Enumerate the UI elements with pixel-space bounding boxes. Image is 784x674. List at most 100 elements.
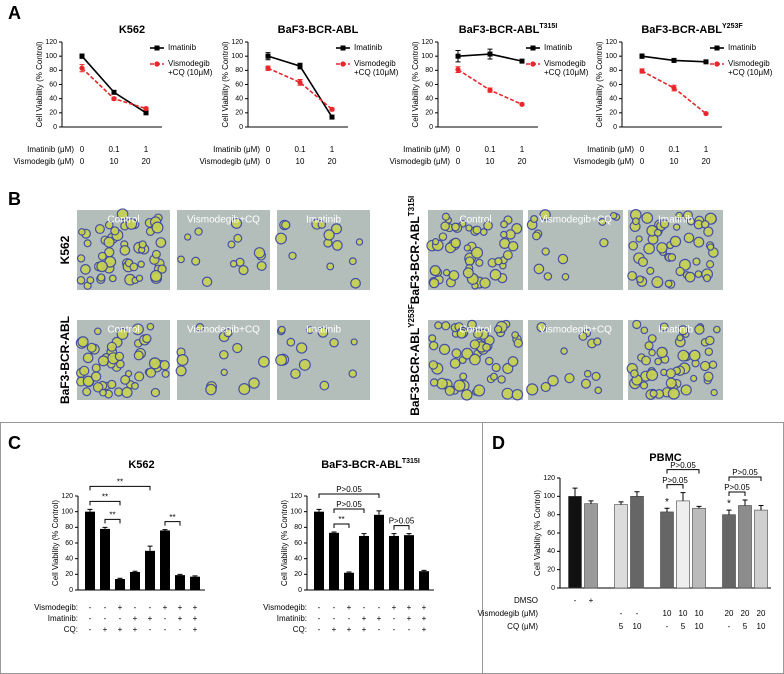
cell (107, 379, 117, 390)
cell (94, 224, 105, 235)
cell (593, 337, 602, 346)
cell (77, 336, 89, 348)
x-row-label: Imatinib (μM) (27, 145, 74, 154)
x-tick-label: - (348, 614, 351, 623)
cell (441, 212, 451, 221)
cell (627, 270, 638, 281)
chart-title: BaF3-BCR-ABLY253F (641, 23, 743, 36)
significance-label: P>0.05 (732, 468, 758, 477)
x-tick-label: - (574, 596, 577, 605)
micrograph-label: Control (459, 215, 491, 226)
cell (511, 331, 519, 339)
x-tick-label: - (134, 603, 137, 612)
x-tick-label: 1 (704, 145, 709, 154)
cell (438, 232, 448, 242)
point (671, 57, 677, 63)
legend-label: Imatinib (544, 43, 573, 52)
cell (463, 244, 472, 252)
cell (121, 386, 133, 399)
y-tick-label: 120 (605, 39, 617, 46)
cell (465, 224, 473, 232)
bar (329, 532, 339, 590)
cell (205, 383, 217, 396)
error-bar (664, 507, 670, 512)
x-tick-label: + (392, 603, 397, 612)
cell (677, 349, 690, 362)
y-tick-label: 0 (53, 124, 57, 131)
significance-bracket (318, 493, 380, 499)
y-axis-label: Cell Viability (% Control) (221, 41, 230, 127)
cell (110, 226, 120, 236)
cell (76, 275, 86, 285)
cell (680, 384, 692, 396)
micrograph-label: Control (459, 325, 491, 336)
cell (669, 235, 682, 248)
cell (429, 265, 441, 277)
bar (419, 571, 429, 590)
error-bar (696, 505, 702, 509)
cell (684, 271, 696, 283)
cell (129, 262, 139, 272)
y-tick-label: 120 (45, 39, 57, 46)
point (671, 85, 677, 91)
legend-marker (530, 45, 536, 51)
cell (705, 335, 715, 346)
cell (148, 357, 162, 370)
cell (429, 341, 439, 351)
cell (636, 275, 644, 284)
x-tick-label: 10 (679, 609, 688, 618)
y-axis-label: Cell Viability (% Control) (533, 490, 542, 576)
significance-label: ** (338, 515, 344, 524)
significance-label: P>0.05 (336, 485, 362, 494)
x-tick-label: 0 (266, 157, 271, 166)
cell (86, 276, 95, 285)
legend-marker (340, 61, 346, 67)
x-tick-label: 5 (681, 622, 686, 631)
bar (692, 507, 706, 589)
micrograph-label: Imatinib (658, 325, 693, 336)
x-tick-label: 5 (619, 622, 624, 631)
bar (389, 535, 399, 590)
cell (712, 325, 721, 334)
cell (653, 228, 662, 237)
x-tick-label: 10 (757, 622, 766, 631)
y-tick-label: 20 (425, 110, 433, 117)
x-tick-label: - (666, 622, 669, 631)
cell (475, 258, 484, 267)
cell (557, 253, 569, 265)
cell (456, 328, 467, 339)
y-tick-label: 40 (547, 548, 555, 555)
point (143, 110, 149, 116)
cell (493, 325, 503, 334)
cell (667, 253, 677, 262)
cell (258, 355, 270, 368)
y-tick-label: 20 (609, 110, 617, 117)
y-tick-label: 120 (290, 493, 302, 500)
point (297, 79, 303, 85)
cell (108, 274, 117, 283)
point (487, 51, 493, 57)
legend-marker (530, 61, 536, 67)
y-tick-label: 80 (547, 512, 555, 519)
y-tick-label: 40 (425, 96, 433, 103)
cell (219, 349, 229, 360)
legend-label: Vismodegib +CQ (10μM) (728, 59, 773, 77)
x-tick-label: - (104, 614, 107, 623)
cell (536, 321, 547, 333)
cell (116, 327, 129, 340)
cell (530, 215, 539, 223)
bar (314, 511, 324, 590)
cell (472, 225, 482, 235)
bar (614, 504, 628, 589)
x-tick-label: 20 (725, 609, 734, 618)
cell (76, 254, 86, 263)
cell (693, 236, 705, 248)
bar (722, 514, 736, 589)
legend-label: Imatinib (728, 43, 757, 52)
cell (683, 232, 695, 244)
x-row-label: Vismodegib: (34, 603, 78, 612)
x-tick-label: - (378, 603, 381, 612)
cell (151, 221, 164, 234)
significance-mark: * (665, 497, 669, 508)
cell (672, 223, 681, 231)
